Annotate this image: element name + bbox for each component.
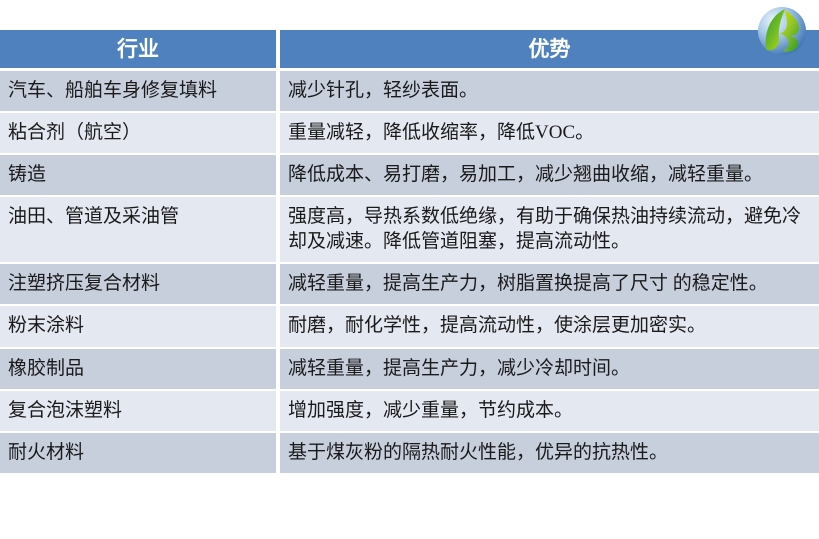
cell-advantage: 耐磨，耐化学性，提高流动性，使涂层更加密实。 xyxy=(280,304,819,347)
table-row: 粘合剂（航空） 重量减轻，降低收缩率，降低VOC。 xyxy=(0,111,819,154)
column-header-advantage: 优势 xyxy=(280,30,819,68)
cell-industry: 汽车、船舶车身修复填料 xyxy=(0,68,280,112)
cell-advantage: 增加强度，减少重量，节约成本。 xyxy=(280,388,819,431)
table-row: 复合泡沫塑料 增加强度，减少重量，节约成本。 xyxy=(0,388,819,431)
cell-industry: 粘合剂（航空） xyxy=(0,111,280,154)
table-row: 注塑挤压复合材料 减轻重量，提高生产力，树脂置换提高了尺寸 的稳定性。 xyxy=(0,262,819,305)
table-row: 汽车、船舶车身修复填料 减少针孔，轻纱表面。 xyxy=(0,68,819,112)
cell-advantage: 重量减轻，降低收缩率，降低VOC。 xyxy=(280,111,819,154)
table-header: 行业 优势 xyxy=(0,30,819,68)
cell-advantage: 强度高，导热系数低绝缘，有助于确保热油持续流动，避免冷却及减速。降低管道阻塞，提… xyxy=(280,195,819,263)
cell-industry: 油田、管道及采油管 xyxy=(0,195,280,263)
leaf-b-logo-icon xyxy=(758,7,806,55)
company-logo xyxy=(754,3,810,59)
table-row: 橡胶制品 减轻重量，提高生产力，减少冷却时间。 xyxy=(0,346,819,389)
cell-industry: 注塑挤压复合材料 xyxy=(0,262,280,305)
cell-advantage: 减少针孔，轻纱表面。 xyxy=(280,68,819,112)
industry-advantage-table: 行业 优势 汽车、船舶车身修复填料 减少针孔，轻纱表面。 粘合剂（航空） 重量减… xyxy=(0,30,819,473)
table-row: 油田、管道及采油管 强度高，导热系数低绝缘，有助于确保热油持续流动，避免冷却及减… xyxy=(0,195,819,263)
cell-industry: 铸造 xyxy=(0,153,280,196)
header-row: 行业 优势 xyxy=(0,30,819,68)
cell-advantage: 基于煤灰粉的隔热耐火性能，优异的抗热性。 xyxy=(280,430,819,473)
cell-industry: 橡胶制品 xyxy=(0,346,280,389)
table-row: 粉末涂料 耐磨，耐化学性，提高流动性，使涂层更加密实。 xyxy=(0,304,819,347)
cell-industry: 粉末涂料 xyxy=(0,304,280,347)
cell-advantage: 减轻重量，提高生产力，树脂置换提高了尺寸 的稳定性。 xyxy=(280,262,819,305)
table-row: 耐火材料 基于煤灰粉的隔热耐火性能，优异的抗热性。 xyxy=(0,430,819,473)
cell-industry: 耐火材料 xyxy=(0,430,280,473)
cell-advantage: 减轻重量，提高生产力，减少冷却时间。 xyxy=(280,346,819,389)
industry-advantage-table-container: 行业 优势 汽车、船舶车身修复填料 减少针孔，轻纱表面。 粘合剂（航空） 重量减… xyxy=(0,30,819,473)
column-header-industry: 行业 xyxy=(0,30,280,68)
cell-industry: 复合泡沫塑料 xyxy=(0,388,280,431)
table-row: 铸造 降低成本、易打磨，易加工，减少翘曲收缩，减轻重量。 xyxy=(0,153,819,196)
cell-advantage: 降低成本、易打磨，易加工，减少翘曲收缩，减轻重量。 xyxy=(280,153,819,196)
table-body: 汽车、船舶车身修复填料 减少针孔，轻纱表面。 粘合剂（航空） 重量减轻，降低收缩… xyxy=(0,68,819,473)
